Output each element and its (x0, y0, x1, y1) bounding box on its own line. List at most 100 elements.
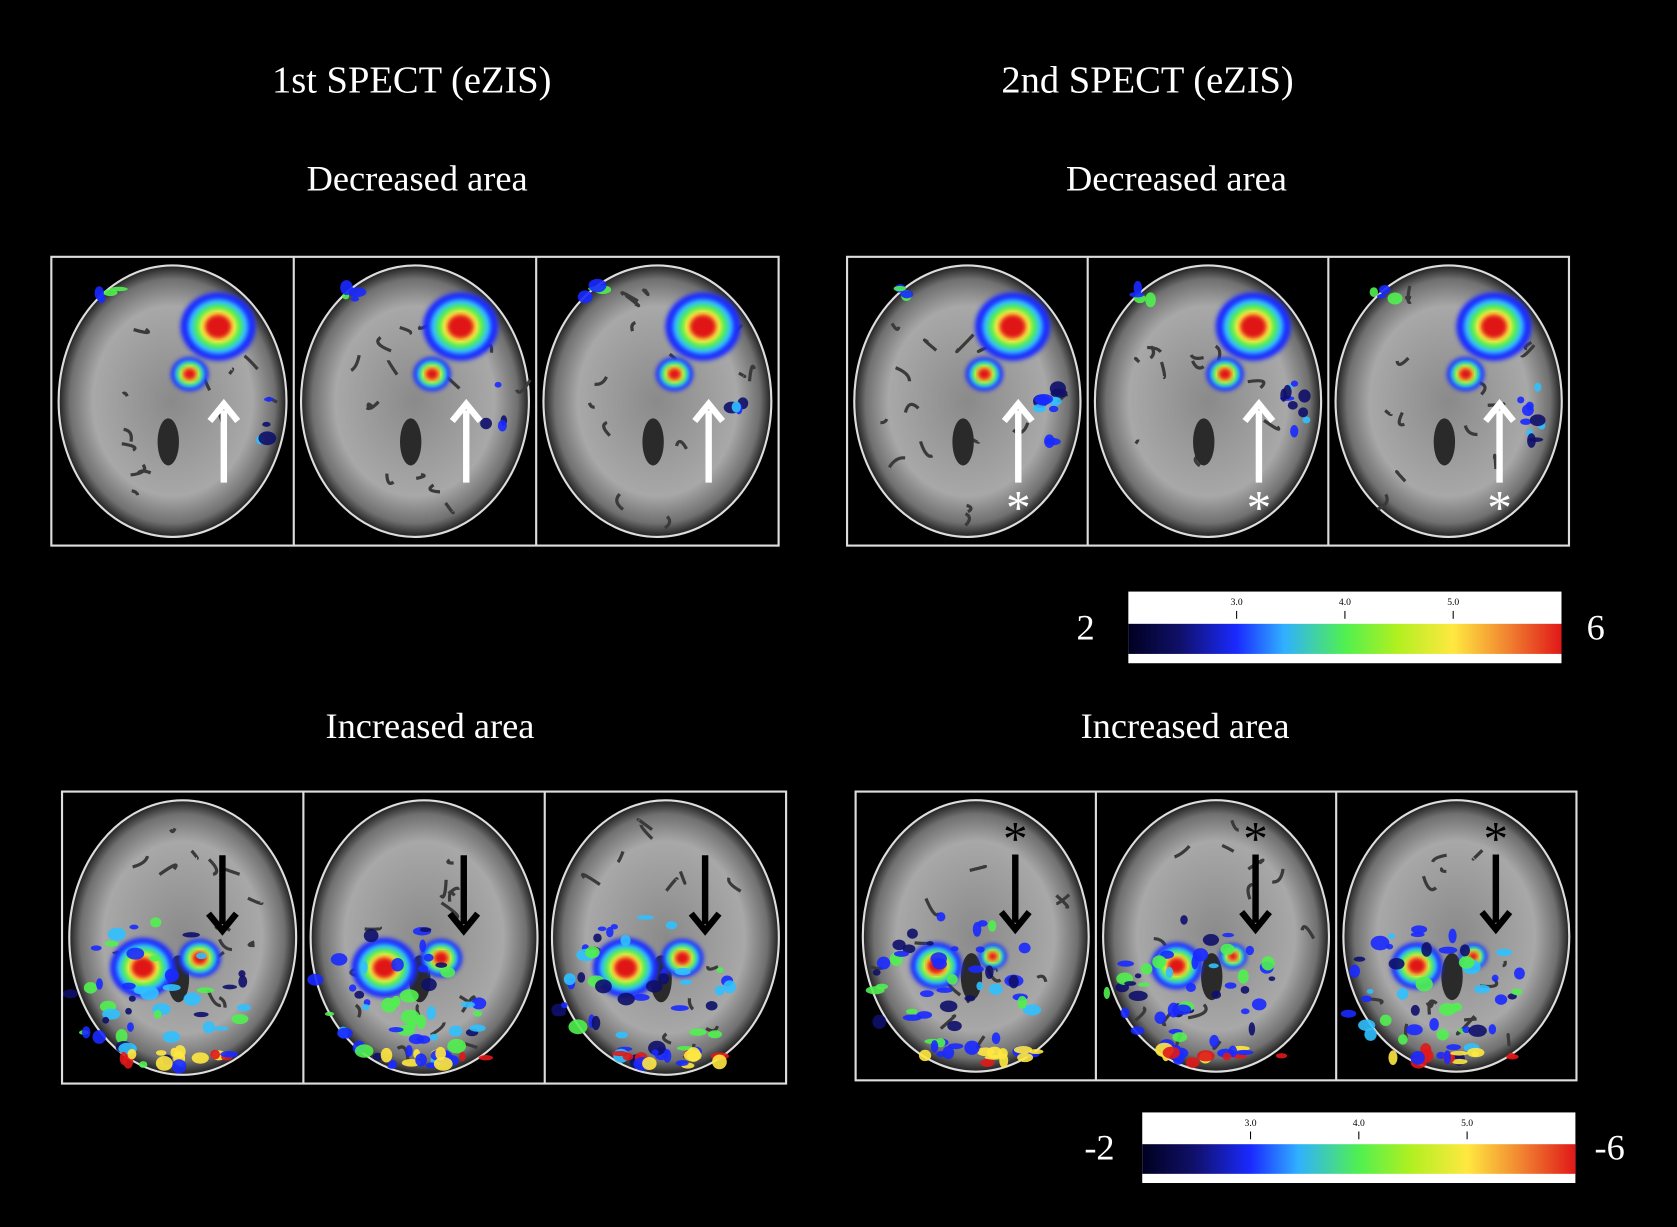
sulcus (131, 489, 140, 496)
sulcus (247, 940, 255, 948)
sulcus (123, 427, 133, 442)
activation (689, 314, 717, 339)
colorbar (1128, 623, 1562, 654)
activation-spot (102, 1016, 110, 1024)
activation-spot (865, 986, 885, 995)
activation-spot (354, 1044, 374, 1058)
scan-panel (60, 790, 788, 1085)
sulcus (969, 864, 988, 872)
activation-spot (1438, 946, 1458, 954)
activation-spot (400, 1009, 420, 1025)
activation-spot (964, 995, 976, 1002)
activation-spot (902, 944, 916, 954)
activation-spot (936, 1050, 946, 1058)
activation (1480, 314, 1508, 339)
sulcus (602, 420, 611, 437)
asterisk: * (1484, 811, 1509, 866)
activation-spot (679, 979, 693, 985)
sulcus (121, 442, 137, 452)
activation-spot (1378, 285, 1391, 295)
activation-spot (683, 1049, 702, 1062)
activation-spot (1446, 1044, 1461, 1051)
sulcus (1395, 356, 1410, 366)
activation-spot (435, 1046, 446, 1061)
activation-spot (1514, 967, 1525, 980)
activation-spot (939, 1000, 958, 1013)
activation-spot (417, 965, 429, 973)
activation-spot (980, 1058, 995, 1067)
sulcus (428, 483, 441, 494)
sulcus (620, 291, 639, 303)
activation-spot (617, 992, 635, 1006)
scan-panel: * * * (854, 790, 1578, 1082)
activation-spot (930, 1040, 939, 1053)
sulcus (939, 1014, 957, 1030)
activation-spot (1128, 990, 1148, 1002)
activation-spot (361, 960, 368, 974)
sulcus (1376, 493, 1389, 511)
section-label: Increased area (1081, 706, 1290, 746)
activation-spot (651, 1049, 659, 1056)
sulcus (366, 402, 375, 410)
sulcus (399, 325, 413, 336)
activation-spot (1358, 1019, 1376, 1031)
activation-spot (1130, 1026, 1145, 1035)
sulcus (350, 354, 361, 372)
sulcus (158, 863, 178, 876)
brain-slice (1334, 264, 1563, 538)
activation-spot (950, 946, 959, 952)
activation-spot (459, 1051, 466, 1062)
activation-spot (1507, 1052, 1515, 1058)
activation-spot (1298, 407, 1309, 418)
activation-spot (1103, 986, 1111, 1000)
activation-spot (1522, 404, 1534, 417)
activation-spot (1137, 982, 1150, 987)
activation (1218, 368, 1232, 381)
activation-spot (419, 939, 427, 953)
activation-spot (577, 972, 586, 983)
activation (667, 368, 682, 381)
panel-frame (60, 790, 788, 1085)
scan-panel (50, 255, 780, 547)
activation-spot (670, 1005, 689, 1012)
activation-spot (1443, 1050, 1451, 1065)
sulcus (1369, 997, 1384, 1005)
activation-spot (999, 1053, 1009, 1068)
activation-spot (1364, 1027, 1377, 1041)
sulcus (1012, 422, 1030, 435)
activation-spot (372, 1052, 383, 1061)
activation-spot (128, 995, 136, 1002)
sulcus (747, 364, 757, 382)
activation-spot (1388, 933, 1396, 940)
activation-spot (1211, 990, 1222, 999)
asterisk: * (1247, 480, 1272, 535)
activation-spot (905, 1008, 918, 1015)
activation-spot (405, 1045, 413, 1057)
activation-spot (1349, 964, 1361, 978)
sulcus (1134, 1006, 1147, 1022)
sulcus (1384, 409, 1393, 417)
sulcus (132, 855, 150, 869)
activation (675, 951, 690, 965)
activation-spot (429, 1033, 438, 1041)
sulcus (218, 996, 227, 1008)
activation-spot (388, 1026, 404, 1033)
activation-spot (83, 982, 98, 994)
activation-spot (448, 1025, 463, 1037)
activation-spot (872, 969, 881, 976)
activation-spot (148, 955, 161, 962)
activation-spot (1124, 981, 1137, 986)
sulcus (1471, 849, 1484, 861)
ventricle (960, 953, 983, 1001)
activation-spot (1008, 974, 1019, 989)
activation-spot (1209, 1034, 1220, 1048)
activation-spot (1275, 1053, 1288, 1059)
activation-spot (1458, 956, 1475, 969)
activation-spot (121, 982, 136, 990)
activation-spot (480, 417, 492, 430)
activation-spot (675, 1060, 689, 1066)
activation-spot (588, 278, 607, 293)
colorbar-tick-label: 4.0 (1339, 597, 1351, 608)
activation-spot (109, 286, 128, 292)
activation-spot (263, 397, 274, 402)
